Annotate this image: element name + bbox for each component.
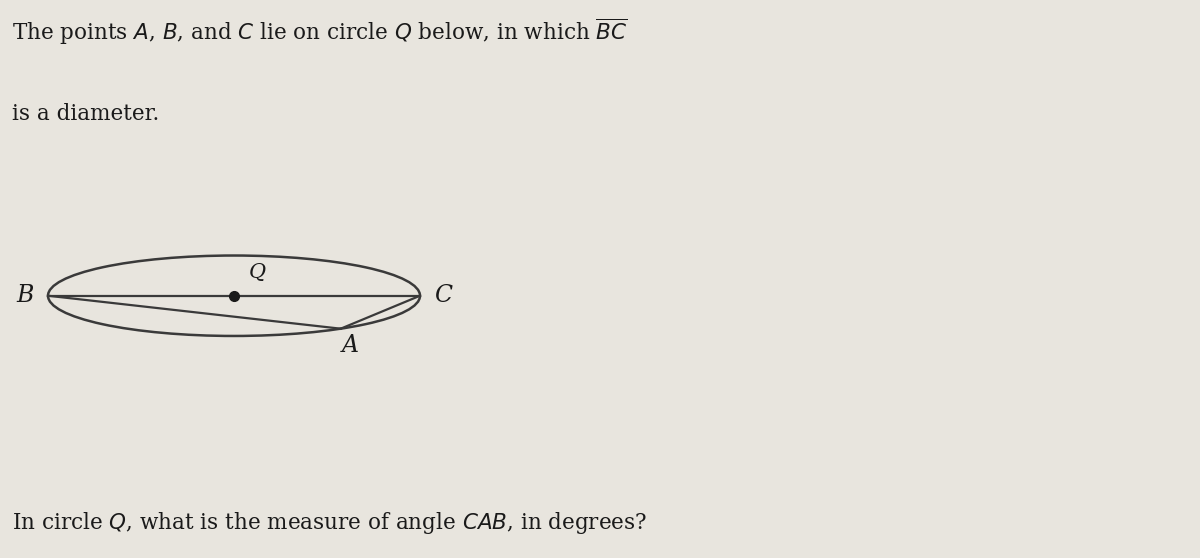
Text: The points $A$, $B$, and $C$ lie on circle $Q$ below, in which $\overline{BC}$: The points $A$, $B$, and $C$ lie on circ… — [12, 17, 628, 47]
Text: B: B — [17, 284, 34, 307]
Text: C: C — [434, 284, 452, 307]
Text: Q: Q — [248, 263, 265, 282]
Text: In circle $Q$, what is the measure of angle $CAB$, in degrees?: In circle $Q$, what is the measure of an… — [12, 509, 647, 536]
Text: is a diameter.: is a diameter. — [12, 103, 160, 125]
Text: A: A — [342, 334, 359, 357]
